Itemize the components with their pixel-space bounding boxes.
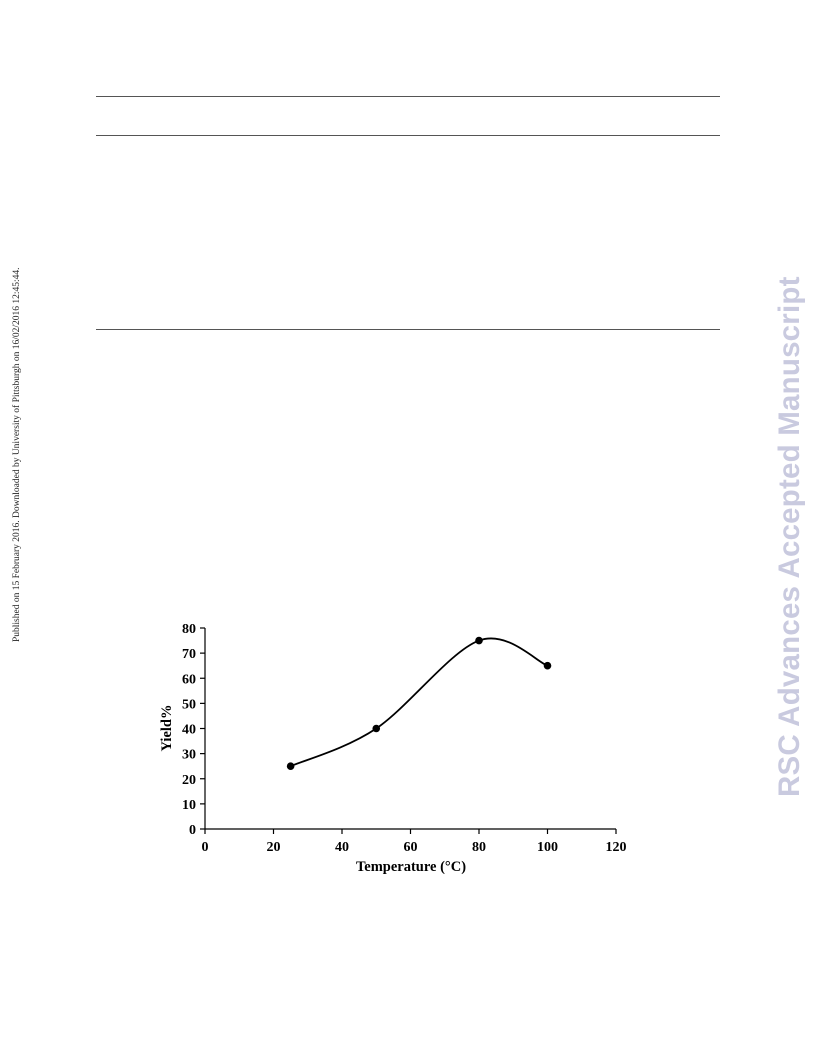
table-top-rule <box>96 96 720 97</box>
y-tick-label: 20 <box>182 773 196 788</box>
y-tick-label: 0 <box>189 823 196 838</box>
table-header-rule <box>96 135 720 136</box>
x-tick-label: 80 <box>472 840 486 855</box>
y-tick-label: 10 <box>182 798 196 813</box>
chart-axes <box>204 628 616 830</box>
y-tick-label: 60 <box>182 672 196 687</box>
x-tick-label: 20 <box>267 840 281 855</box>
x-tick-label: 120 <box>606 840 627 855</box>
y-tick-label: 40 <box>182 723 196 738</box>
y-tick-label: 80 <box>182 622 196 637</box>
data-point <box>543 661 552 670</box>
data-point <box>475 636 483 645</box>
series-smooth-line <box>290 637 548 768</box>
x-tick-label: 40 <box>335 840 349 855</box>
series-points <box>286 636 552 770</box>
x-tick-label: 60 <box>404 840 418 855</box>
x-tick-label: 100 <box>537 840 558 855</box>
y-tick-label: 30 <box>182 748 196 763</box>
x-axis-label: Temperature (°C) <box>356 859 466 875</box>
table-bottom-rule <box>96 329 720 330</box>
data-point <box>286 762 295 770</box>
data-point <box>372 724 381 733</box>
y-tick-label: 50 <box>182 697 196 712</box>
y-tick-label: 70 <box>182 647 196 662</box>
x-tick-label: 0 <box>202 840 209 855</box>
chart-ticks: 0 20 40 60 80 100 120 0 10 20 30 40 50 60 70 80 <box>182 622 627 855</box>
y-axis-label: Yield% <box>159 705 175 752</box>
